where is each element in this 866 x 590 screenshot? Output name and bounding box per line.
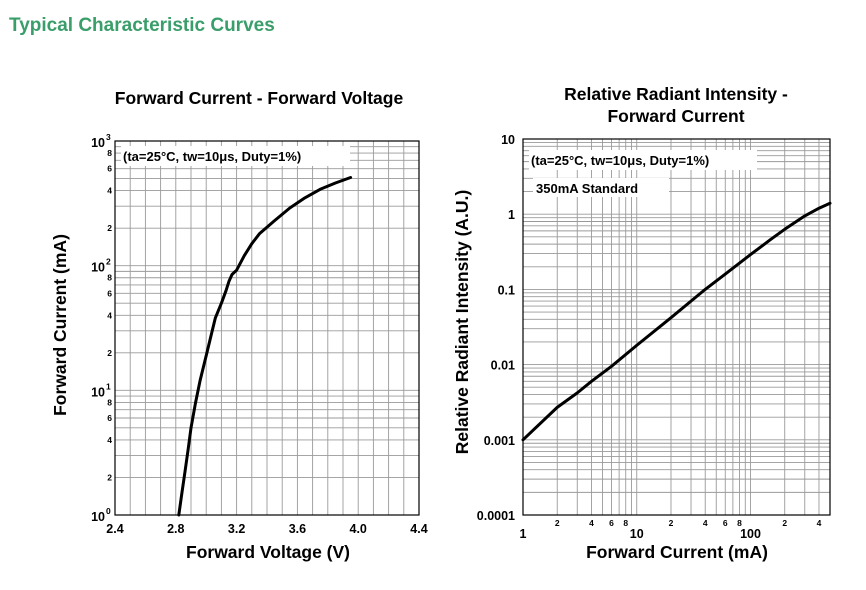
chart1-xtick-label: 3.6: [289, 522, 306, 536]
chart1-annotation-bg: [121, 146, 350, 166]
chart2-grid: [523, 139, 830, 515]
chart2-xtick-major-label: 1: [520, 527, 527, 541]
chart1-ytick-major-label: 10: [91, 510, 105, 524]
chart2-ytick-label: 10: [501, 133, 515, 147]
chart1-ytick-minor-label: 2: [107, 223, 112, 233]
chart2-ytick-label: 0.1: [498, 283, 515, 297]
chart1-xlabel: Forward Voltage (V): [186, 542, 350, 562]
chart1-ytick-minor-label: 8: [107, 273, 112, 283]
chart1-grid: [115, 141, 419, 515]
chart1-ytick-minor-label: 4: [107, 435, 112, 445]
chart1-ytick-exponent: 0: [106, 506, 111, 516]
chart2-ylabel: Relative Radiant Intensity (A.U.): [452, 190, 472, 455]
chart1-xtick-label: 4.0: [350, 522, 367, 536]
chart2-xtick-minor-label: 6: [723, 518, 728, 528]
chart2-xtick-minor-label: 2: [669, 518, 674, 528]
chart1-ytick-minor-label: 6: [107, 164, 112, 174]
chart1-ytick-minor-label: 4: [107, 186, 112, 196]
chart2-xtick-minor-label: 8: [737, 518, 742, 528]
chart1-title: Forward Current - Forward Voltage: [115, 88, 404, 108]
chart2-ytick-label: 0.01: [491, 359, 515, 373]
chart1-ytick-minor-label: 2: [107, 472, 112, 482]
chart2-title-line2: Forward Current: [607, 106, 744, 126]
chart2-xlabel: Forward Current (mA): [586, 542, 768, 562]
chart1-annotation: (ta=25°C, tw=10μs, Duty=1%): [123, 149, 301, 164]
chart2-annotation: (ta=25°C, tw=10μs, Duty=1%): [531, 153, 709, 168]
chart1-ytick-major-label: 10: [91, 136, 105, 150]
page-title: Typical Characteristic Curves: [9, 15, 275, 36]
chart1-ytick-minor-label: 8: [107, 148, 112, 158]
chart-forward-current-voltage: Forward Current - Forward Voltage 2.4 2.8…: [50, 88, 428, 562]
chart2-annotation-bg: [529, 150, 757, 170]
chart2-curve: [521, 201, 832, 442]
chart1-ylabel: Forward Current (mA): [50, 234, 70, 416]
chart1-ytick-minor-label: 6: [107, 413, 112, 423]
chart2-xtick-minor-label: 8: [623, 518, 628, 528]
chart-radiant-intensity-current: Relative Radiant Intensity - Forward Cur…: [452, 84, 832, 562]
chart1-ytick-exponent: 2: [106, 257, 111, 267]
chart2-title-line1: Relative Radiant Intensity -: [564, 84, 788, 104]
chart2-xtick-minor-label: 4: [817, 518, 822, 528]
chart2-xtick-minor-label: 2: [555, 518, 560, 528]
chart2-xtick-minor-label: 6: [609, 518, 614, 528]
chart2-ytick-label: 0.001: [484, 434, 515, 448]
chart2-xtick-minor-label: 4: [703, 518, 708, 528]
chart1-curve: [177, 176, 353, 517]
chart1-ytick-minor-label: 8: [107, 397, 112, 407]
chart1-xtick-label: 4.4: [410, 522, 427, 536]
chart1-ytick-major-label: 10: [91, 261, 105, 275]
chart1-xtick-label: 2.4: [106, 522, 123, 536]
chart2-ytick-label: 1: [508, 208, 515, 222]
chart1-ytick-exponent: 1: [106, 381, 111, 391]
chart2-ytick-label: 0.0001: [477, 509, 515, 523]
chart1-ytick-minor-label: 2: [107, 348, 112, 358]
chart2-xtick-minor-label: 4: [589, 518, 594, 528]
chart1-ytick-minor-label: 4: [107, 310, 112, 320]
chart2-annotation2: 350mA Standard: [536, 181, 638, 196]
chart2-plot-area: [522, 138, 831, 516]
chart2-xtick-major-label: 10: [630, 527, 644, 541]
chart1-ytick-exponent: 3: [106, 132, 111, 142]
chart1-xtick-label: 2.8: [167, 522, 184, 536]
chart2-xtick-major-label: 100: [740, 527, 761, 541]
chart2-annotation2-bg: [533, 178, 669, 197]
chart1-plot-area: [114, 140, 420, 516]
chart1-ytick-major-label: 10: [91, 385, 105, 399]
chart1-xtick-label: 3.2: [228, 522, 245, 536]
chart2-xtick-minor-label: 2: [782, 518, 787, 528]
chart1-ytick-minor-label: 6: [107, 288, 112, 298]
